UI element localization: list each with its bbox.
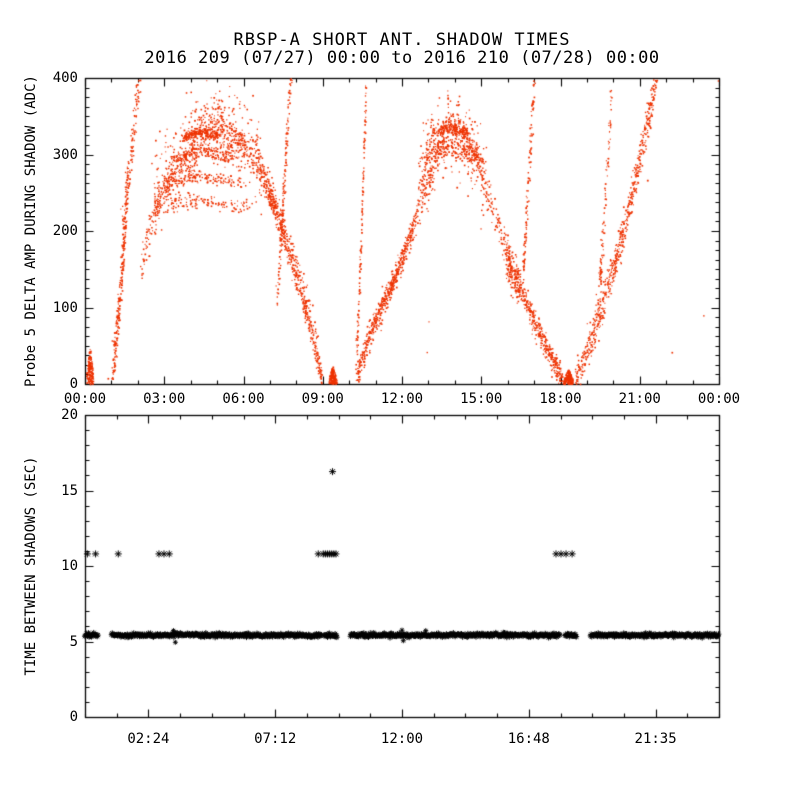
bottom-x-tick-label: 02:24 (127, 731, 170, 747)
bottom-y-tick-label: 20 (61, 407, 78, 423)
top-x-tick-label: 12:00 (380, 391, 424, 407)
top-x-tick-label: 00:00 (63, 391, 107, 407)
top-x-tick-label: 21:00 (618, 391, 661, 407)
top-x-tick-label: 09:00 (301, 391, 344, 407)
bottom-y-tick-label: 5 (69, 633, 78, 650)
chart-subtitle: 2016 209 (07/27) 00:00 to 2016 210 (07/2… (144, 48, 660, 68)
top-x-tick-label: 15:00 (460, 391, 503, 407)
top-y-tick-label: 200 (52, 223, 78, 239)
top-y-tick-label: 400 (52, 70, 78, 86)
chart-title: RBSP-A SHORT ANT. SHADOW TIMES (233, 30, 571, 50)
top-x-tick-label: 06:00 (222, 391, 265, 407)
bottom-x-tick-label: 07:12 (254, 731, 297, 747)
bottom-y-tick-label: 15 (61, 482, 78, 499)
bottom-x-tick-label: 16:48 (507, 731, 550, 747)
top-y-tick-label: 300 (52, 146, 78, 163)
bottom-x-tick-label: 21:35 (634, 731, 677, 747)
bottom-y-tick-label: 0 (69, 709, 78, 725)
bottom-y-tick-label: 10 (61, 558, 78, 574)
top-y-tick-label: 100 (52, 299, 78, 316)
top-y-tick-label: 0 (69, 376, 78, 392)
top-x-tick-label: 03:00 (143, 391, 186, 407)
bottom-x-tick-label: 12:00 (380, 731, 424, 747)
top-x-tick-label: 00:00 (697, 391, 741, 407)
top-x-tick-label: 18:00 (539, 391, 582, 407)
